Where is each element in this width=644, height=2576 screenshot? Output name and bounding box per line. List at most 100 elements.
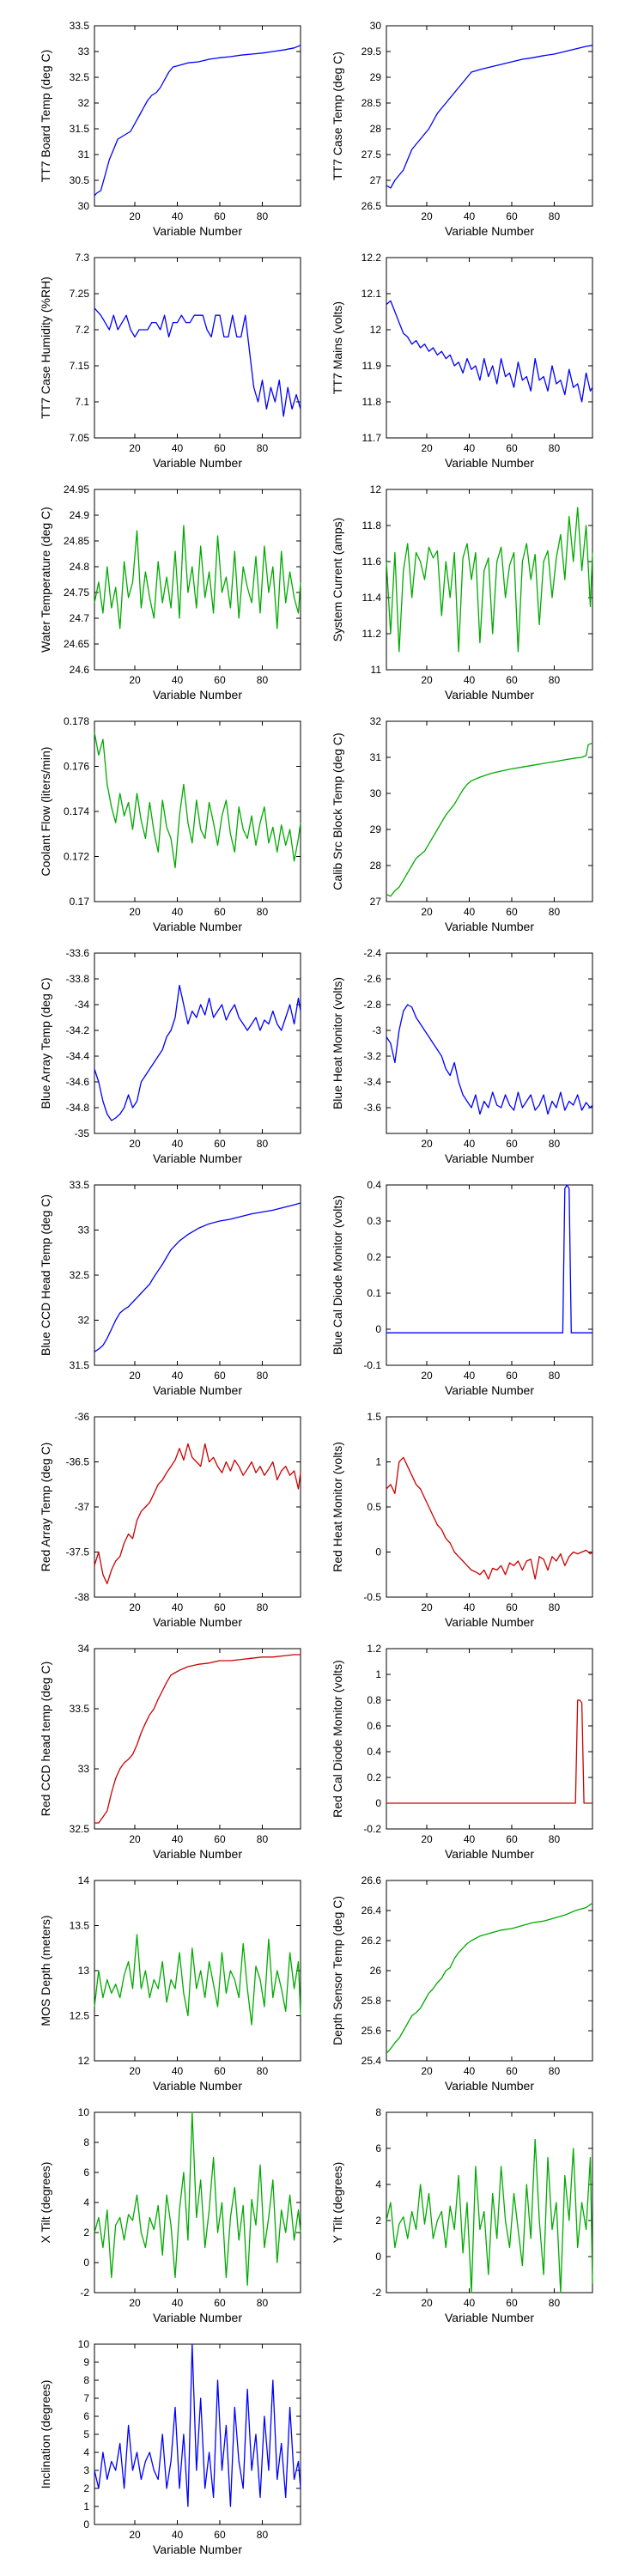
plot-frame (94, 489, 301, 671)
y-tick-label: 31.5 (70, 1359, 90, 1371)
y-tick-label: -0.2 (363, 1823, 381, 1835)
y-axis-label: TT7 Case Humidity (%RH) (39, 276, 52, 419)
y-tick-label: 12 (370, 324, 382, 336)
y-tick-label: 0.17 (70, 896, 90, 908)
y-tick-label: 25.6 (361, 2025, 382, 2037)
y-tick-label: 10 (78, 2106, 90, 2118)
y-tick-label: 33.5 (70, 1703, 90, 1715)
x-tick-label: 40 (464, 674, 476, 686)
x-tick-label: 60 (214, 1370, 226, 1382)
x-tick-label: 20 (129, 2065, 141, 2077)
x-tick-label: 20 (421, 674, 433, 686)
chart-18: -2 0 2 4 6 8 10 20 40 60 80 Variable Number X Tilt (… (39, 2106, 301, 2324)
y-tick-label: 9 (83, 2356, 89, 2368)
x-tick-label: 80 (257, 210, 269, 222)
y-tick-label: 0.1 (367, 1287, 381, 1299)
x-tick-label: 40 (464, 442, 476, 454)
x-tick-label: 20 (421, 442, 433, 454)
y-tick-label: -3 (372, 1024, 381, 1036)
y-tick-label: 32 (370, 715, 382, 727)
x-tick-label: 60 (506, 210, 518, 222)
y-tick-label: 0 (83, 2518, 89, 2530)
x-tick-label: 80 (549, 1833, 561, 1845)
y-tick-label: -34.2 (66, 1024, 90, 1036)
plot-frame (386, 2111, 593, 2293)
x-tick-label: 20 (421, 2297, 433, 2309)
chart-9: -3.6 -3.4 -3.2 -3 -2.8 -2.6 -2.4 20 40 60 80 Variab… (331, 947, 593, 1165)
x-tick-label: 60 (214, 442, 226, 454)
y-tick-label: 26 (370, 1965, 382, 1977)
y-tick-label: 33.5 (70, 1179, 90, 1191)
y-tick-label: -34 (75, 999, 90, 1011)
x-tick-label: 40 (172, 1833, 184, 1845)
series-line (386, 1699, 592, 1804)
y-tick-label: 0 (375, 1797, 381, 1809)
y-tick-label: 12 (78, 2055, 90, 2067)
y-tick-label: -34.6 (66, 1076, 90, 1088)
y-tick-label: -36 (75, 1411, 90, 1423)
chart-7: 27 28 29 30 31 32 20 40 60 80 Variable Number Calib… (331, 715, 593, 933)
y-tick-label: 26.6 (361, 1874, 382, 1886)
x-tick-label: 40 (464, 210, 476, 222)
y-tick-label: 1 (375, 1668, 381, 1680)
x-tick-label: 80 (257, 1833, 269, 1845)
x-tick-label: 80 (549, 442, 561, 454)
y-tick-label: 6 (375, 2142, 381, 2154)
chart-15: -0.2 0 0.2 0.4 0.6 0.8 1 1.2 20 40 60 80 Variable Nu… (331, 1643, 593, 1861)
series-line (386, 1184, 592, 1334)
x-tick-label: 60 (506, 1833, 518, 1845)
y-axis-label: Depth Sensor Temp (deg C) (331, 1896, 344, 2045)
x-tick-label: 60 (214, 210, 226, 222)
x-axis-label: Variable Number (153, 224, 242, 238)
series-line (94, 307, 301, 417)
y-tick-label: 1 (83, 2500, 89, 2512)
x-tick-label: 20 (421, 2065, 433, 2077)
y-tick-label: 24.8 (70, 561, 90, 573)
x-axis-label: Variable Number (153, 1383, 242, 1397)
x-tick-label: 20 (129, 906, 141, 918)
y-tick-label: 4 (83, 2446, 89, 2458)
x-tick-label: 40 (172, 1138, 184, 1150)
plot-frame (94, 952, 301, 1134)
y-tick-label: 12 (370, 483, 382, 495)
series-line (94, 1934, 301, 2026)
y-tick-label: 32.5 (70, 71, 90, 83)
series-line (386, 45, 593, 189)
x-tick-label: 40 (464, 906, 476, 918)
x-tick-label: 20 (421, 1138, 433, 1150)
chart-5: 11 11.2 11.4 11.6 11.8 12 20 40 60 80 Variable Num… (331, 483, 593, 702)
y-tick-label: -35 (75, 1127, 90, 1139)
y-tick-label: 7.15 (70, 360, 90, 372)
x-tick-label: 60 (506, 2297, 518, 2309)
y-tick-label: 0.176 (64, 761, 89, 773)
y-tick-label: -3.2 (363, 1050, 381, 1062)
series-line (94, 1443, 301, 1584)
y-tick-label: 11.9 (362, 360, 382, 372)
x-tick-label: 60 (214, 2297, 226, 2309)
x-tick-label: 40 (172, 442, 184, 454)
x-tick-label: 20 (421, 210, 433, 222)
plot-frame (94, 25, 301, 207)
plot-frame (94, 1648, 301, 1830)
y-tick-label: 2 (83, 2227, 89, 2239)
x-axis-label: Variable Number (445, 456, 534, 470)
y-tick-label: 24.7 (70, 612, 90, 624)
y-tick-label: 6 (83, 2166, 89, 2178)
series-line (94, 1202, 301, 1352)
y-axis-label: Inclination (degrees) (39, 2380, 52, 2489)
x-axis-label: Variable Number (445, 2311, 534, 2324)
y-tick-label: 28 (370, 123, 382, 135)
y-tick-label: -0.1 (363, 1359, 381, 1371)
x-tick-label: 20 (129, 1833, 141, 1845)
y-tick-label: 2 (83, 2482, 89, 2494)
series-line (386, 2138, 593, 2293)
chart-20: 0 1 2 3 4 5 6 7 8 9 10 20 40 60 80 Variable Number Incli… (39, 2338, 301, 2556)
chart-2: 7.05 7.1 7.15 7.2 7.25 7.3 20 40 60 80 Variable Nu… (39, 252, 301, 470)
y-tick-label: 0.2 (367, 1771, 381, 1783)
y-tick-label: 26.2 (361, 1935, 382, 1947)
series-line (94, 984, 301, 1121)
series-line (386, 1902, 593, 2054)
x-tick-label: 60 (214, 1601, 226, 1613)
y-tick-label: 24.95 (64, 483, 89, 495)
x-tick-label: 60 (214, 674, 226, 686)
